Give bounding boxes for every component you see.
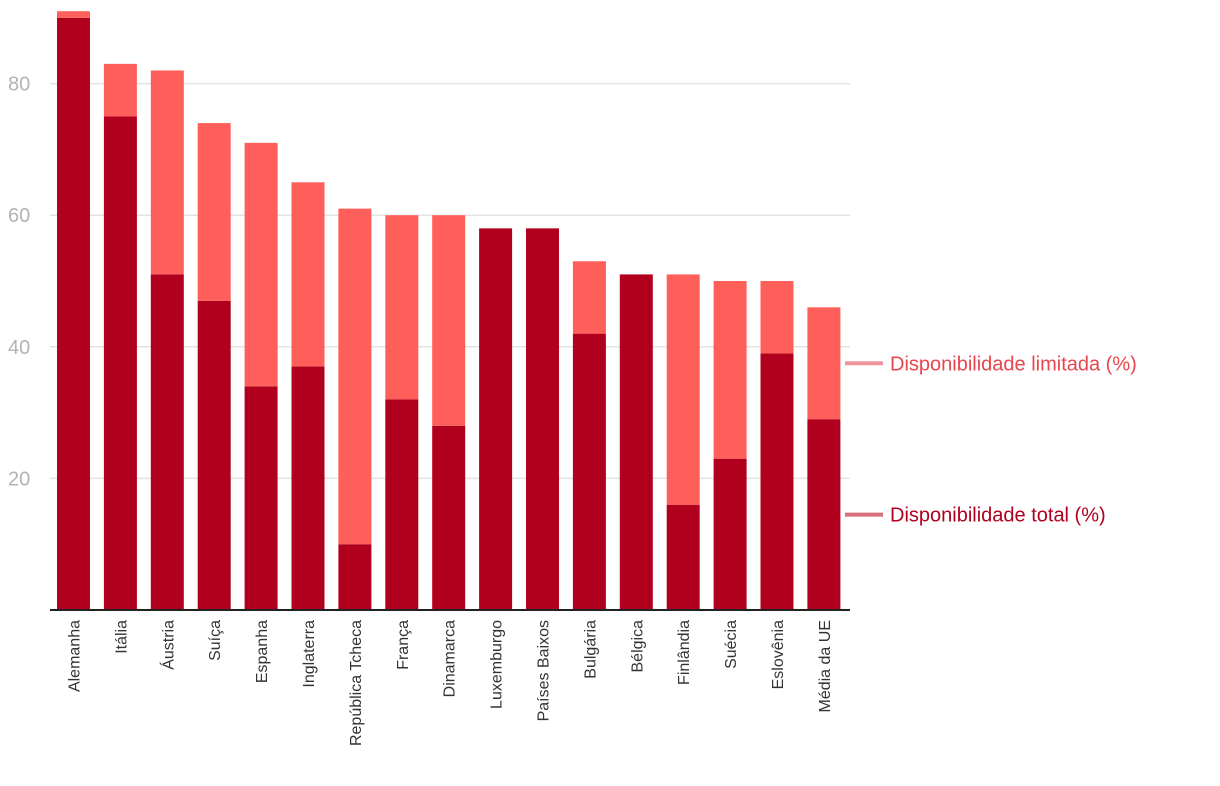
bar-limited xyxy=(103,63,137,117)
x-category-label: Suécia xyxy=(723,620,740,669)
bar-total xyxy=(385,399,419,610)
x-axis-labels: Alemanha Itália Áustria Suíça Espanha Inglate… xyxy=(67,620,834,746)
x-category-label: Áustria xyxy=(158,620,177,670)
bar-limited xyxy=(666,274,700,505)
bar-total xyxy=(291,366,325,610)
bar-limited xyxy=(291,182,325,367)
x-category-label: Espanha xyxy=(254,620,271,683)
x-category-label: Bulgária xyxy=(582,620,599,679)
bar-limited xyxy=(244,142,278,387)
bar-total xyxy=(713,458,747,610)
bar-total xyxy=(526,228,559,611)
x-category-label: Finlândia xyxy=(676,620,693,685)
bar-limited xyxy=(572,261,606,334)
bar-total xyxy=(197,300,231,610)
bar-total xyxy=(150,274,184,610)
bar-total xyxy=(57,17,90,611)
x-category-label: Dinamarca xyxy=(442,620,459,697)
x-category-label: Média da UE xyxy=(817,620,834,713)
x-category-label: Alemanha xyxy=(67,620,84,692)
bar-limited xyxy=(57,11,90,18)
bar-limited xyxy=(150,70,184,275)
bar-limited xyxy=(338,208,372,545)
y-axis-ticks: 20 40 60 80 xyxy=(8,74,30,491)
y-tick-label: 80 xyxy=(8,74,30,96)
legend: Disponibilidade limitada (%) Disponibilid… xyxy=(845,353,1137,527)
x-category-label: Itália xyxy=(113,620,130,654)
bar-limited xyxy=(760,281,794,354)
bar-total xyxy=(338,544,372,610)
y-tick-label: 40 xyxy=(8,337,30,359)
x-category-label: Suíça xyxy=(207,620,224,661)
bar-limited xyxy=(807,307,841,420)
bar-total xyxy=(479,228,513,611)
bar-limited xyxy=(432,215,466,426)
bar-total xyxy=(432,425,466,610)
legend-label: Disponibilidade total (%) xyxy=(890,505,1106,527)
bar-total xyxy=(760,353,794,610)
x-category-label: República Tcheca xyxy=(348,620,365,746)
bar-total xyxy=(619,274,653,610)
bar-total xyxy=(244,386,278,610)
legend-label: Disponibilidade limitada (%) xyxy=(890,353,1137,375)
bar-limited xyxy=(197,123,231,301)
bar-limited xyxy=(713,281,747,459)
bar-total xyxy=(103,116,137,610)
x-category-label: Bélgica xyxy=(629,620,646,673)
bar-limited xyxy=(385,215,419,400)
y-tick-label: 60 xyxy=(8,205,30,227)
x-category-label: Luxemburgo xyxy=(489,620,506,709)
y-tick-label: 20 xyxy=(8,468,30,490)
bar-total xyxy=(572,333,606,610)
x-category-label: França xyxy=(395,620,412,670)
x-category-label: Inglaterra xyxy=(301,620,318,688)
bars xyxy=(57,11,841,611)
bar-total xyxy=(666,504,700,610)
x-category-label: Eslovênia xyxy=(770,620,787,689)
bar-total xyxy=(807,419,841,610)
x-category-label: Países Baixos xyxy=(536,620,553,721)
